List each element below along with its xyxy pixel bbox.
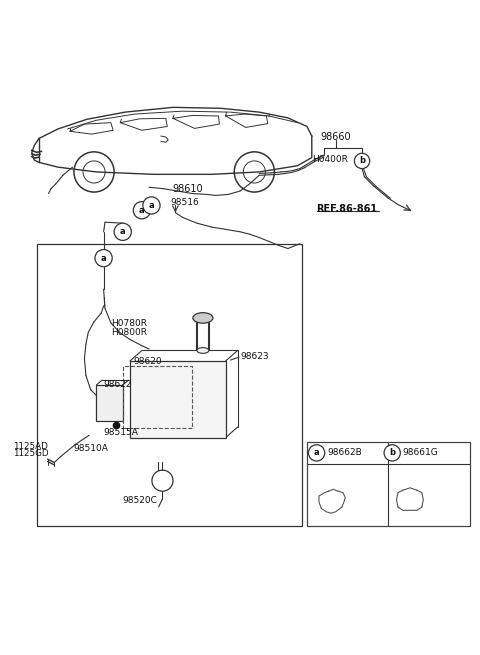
Bar bbox=[36, 244, 302, 526]
Bar bbox=[96, 385, 123, 421]
Circle shape bbox=[143, 197, 160, 214]
Text: 98515A: 98515A bbox=[104, 428, 138, 438]
Text: 98610: 98610 bbox=[172, 183, 203, 194]
Circle shape bbox=[354, 153, 370, 168]
Text: H0800R: H0800R bbox=[111, 328, 147, 337]
Text: 98620: 98620 bbox=[134, 358, 162, 366]
Text: a: a bbox=[314, 449, 319, 457]
Text: a: a bbox=[120, 227, 126, 236]
Text: 98661G: 98661G bbox=[403, 449, 438, 457]
Circle shape bbox=[95, 250, 112, 267]
Text: H0400R: H0400R bbox=[312, 155, 348, 164]
Text: REF.86-861: REF.86-861 bbox=[317, 204, 378, 214]
Circle shape bbox=[384, 445, 400, 461]
Circle shape bbox=[309, 445, 324, 461]
Text: 1125AD: 1125AD bbox=[12, 441, 48, 451]
Bar bbox=[307, 442, 470, 526]
Text: 98510A: 98510A bbox=[73, 443, 108, 453]
Text: a: a bbox=[101, 253, 107, 263]
Ellipse shape bbox=[197, 348, 209, 353]
Text: b: b bbox=[389, 449, 395, 457]
Text: 98520C: 98520C bbox=[123, 496, 157, 505]
Text: a: a bbox=[139, 206, 144, 215]
Text: 98623: 98623 bbox=[240, 352, 269, 361]
Text: 98660: 98660 bbox=[321, 132, 351, 142]
Bar bbox=[130, 361, 226, 438]
Text: 98516: 98516 bbox=[170, 198, 199, 206]
Bar bbox=[123, 365, 192, 428]
Text: 1125GD: 1125GD bbox=[12, 449, 48, 458]
Text: 98622: 98622 bbox=[104, 381, 132, 390]
Ellipse shape bbox=[193, 312, 213, 323]
Text: a: a bbox=[149, 201, 154, 210]
Circle shape bbox=[114, 223, 132, 240]
Text: b: b bbox=[359, 157, 365, 166]
Text: 98662B: 98662B bbox=[327, 449, 362, 457]
Text: H0780R: H0780R bbox=[111, 319, 147, 328]
Circle shape bbox=[133, 202, 151, 219]
